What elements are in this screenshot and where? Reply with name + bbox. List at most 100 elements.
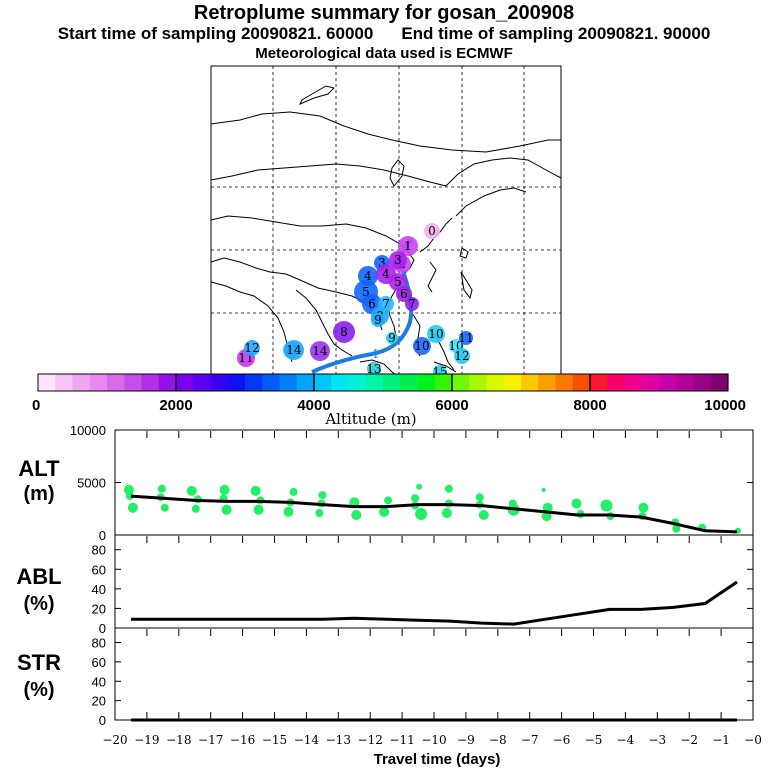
- colorbar-cell: [607, 374, 626, 391]
- colorbar-cell: [555, 374, 574, 391]
- y-tick-label: 40: [92, 582, 106, 597]
- end-time-label: End time of sampling 20090821. 90000: [401, 24, 711, 43]
- alt-point: [600, 499, 613, 512]
- colorbar-cell: [641, 374, 660, 391]
- alt-panel: 10000 5000 0 ALT (m): [18, 423, 754, 543]
- x-tick-label: −12: [358, 733, 383, 747]
- x-tick-label: −3: [648, 733, 666, 747]
- colorbar-cell: [365, 374, 384, 391]
- colorbar-cell: [572, 374, 591, 391]
- y-tick-label: 60: [92, 655, 106, 670]
- x-tick-labels: −20 −19 −18 −17 −16 −15 −14 −13 −12 −11 −10 −9 −8 −7−…: [102, 712, 762, 747]
- colorbar-cell: [486, 374, 505, 391]
- x-tick-label: −1: [712, 733, 730, 747]
- alt-point: [571, 498, 582, 509]
- alt-point: [415, 508, 428, 520]
- cluster-label: 1: [404, 239, 412, 253]
- colorbar-tick-label: 6000: [435, 397, 468, 414]
- colorbar-cell: [710, 374, 729, 391]
- colorbar-tick-label: 2000: [159, 397, 192, 414]
- abl-frame: [114, 534, 754, 629]
- x-tick-label: −18: [166, 733, 191, 747]
- cluster-label: 9: [374, 313, 382, 327]
- colorbar-cell: [193, 374, 212, 391]
- alt-point: [416, 483, 423, 490]
- y-tick-label: 0: [99, 621, 106, 636]
- alt-gridlines: [146, 431, 754, 438]
- cluster-label: 10: [414, 339, 429, 353]
- alt-point: [219, 484, 230, 495]
- cluster-label: 8: [340, 325, 348, 339]
- alt-point: [250, 485, 261, 496]
- start-time-label: Start time of sampling 20090821. 60000: [57, 24, 374, 43]
- cluster-marker: [427, 325, 445, 343]
- x-tick-label: −8: [489, 733, 507, 747]
- colorbar-cell: [38, 374, 56, 391]
- y-tick-label: 10000: [70, 423, 106, 438]
- colorbar-cell: [348, 374, 367, 391]
- abl-ylabel: ABL: [16, 564, 61, 589]
- colorbar-ticks: 0 2000 4000 6000 8000 10000: [32, 374, 746, 414]
- alt-point: [253, 504, 264, 515]
- x-tick-label: −11: [389, 733, 414, 747]
- colorbar-cell: [659, 374, 677, 391]
- colorbar-tick-label: 10000: [704, 397, 746, 414]
- colorbar-cell: [158, 374, 177, 391]
- cluster-marker: [284, 340, 304, 360]
- colorbar-cell: [124, 374, 143, 391]
- x-tick-label: −7: [521, 733, 539, 747]
- y-tick-label: 80: [92, 543, 106, 558]
- x-tick-label: −4: [617, 733, 635, 747]
- cluster-label: 14: [286, 343, 302, 357]
- cluster-marker: [424, 223, 440, 239]
- alt-point: [160, 503, 169, 512]
- cluster-label: 4: [364, 269, 372, 283]
- str-frame: [114, 627, 754, 721]
- alt-point: [475, 493, 484, 502]
- alt-point: [315, 509, 324, 517]
- x-tick-label: −10: [421, 733, 446, 747]
- colorbar-cell: [55, 374, 74, 391]
- alt-point: [186, 485, 197, 496]
- cluster-marker: [371, 313, 385, 327]
- alt-point: [444, 484, 453, 493]
- travel-time-axis: −20 −19 −18 −17 −16 −15 −14 −13 −12 −11 −10 −9 −8 −7−…: [102, 712, 762, 768]
- cluster-label: 4: [382, 267, 390, 281]
- colorbar-cell: [227, 374, 246, 391]
- alt-ylabel-unit: (m): [23, 483, 54, 505]
- cluster-label: 0: [428, 224, 436, 238]
- alt-point: [191, 504, 200, 513]
- colorbar-cell: [89, 374, 108, 391]
- cluster-marker: [413, 337, 431, 355]
- colorbar-cell: [434, 374, 453, 391]
- abl-line: [130, 580, 738, 626]
- alt-point: [289, 487, 298, 496]
- colorbar-tick-label: 4000: [297, 397, 330, 414]
- cluster-marker: [459, 331, 473, 345]
- colorbar-cell: [624, 374, 643, 391]
- alt-point: [384, 496, 393, 505]
- colorbar-cell: [469, 374, 488, 391]
- colorbar-cell: [503, 374, 522, 391]
- x-tick-label: −20: [102, 733, 127, 747]
- alt-mean-line: [130, 494, 738, 534]
- x-tick-label: −5: [585, 733, 603, 747]
- colorbar-cell: [210, 374, 229, 391]
- colorbar-cell: [400, 374, 419, 391]
- colorbar-cell: [452, 374, 470, 391]
- cluster-label: 11: [458, 331, 473, 345]
- cluster-label: 14: [312, 344, 328, 358]
- abl-yticks: 80 60 40 20 0: [92, 543, 753, 636]
- alt-point: [542, 502, 553, 513]
- met-data-label: Meteorological data used is ECMWF: [255, 45, 513, 62]
- y-tick-label: 20: [92, 694, 106, 709]
- colorbar-cell: [296, 374, 315, 391]
- colorbar-cell: [141, 374, 160, 391]
- colorbar-cell: [383, 374, 401, 391]
- colorbar-cell: [331, 374, 350, 391]
- alt-point: [283, 506, 294, 517]
- alt-point: [318, 491, 327, 500]
- x-tick-label: −13: [326, 733, 351, 747]
- str-yticks: 80 60 40 20 0: [92, 636, 753, 728]
